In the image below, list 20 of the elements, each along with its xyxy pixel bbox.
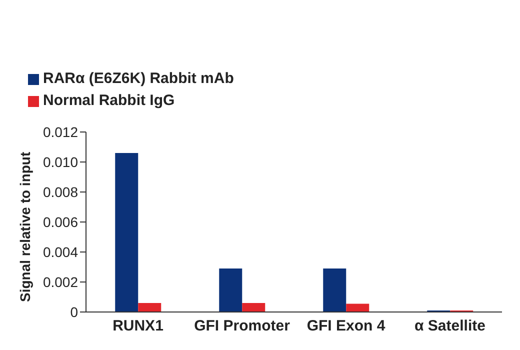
legend-label: Normal Rabbit IgG bbox=[43, 92, 175, 109]
x-tick-label: α Satellite bbox=[414, 318, 486, 335]
y-tick-label: 0 bbox=[70, 304, 78, 320]
y-axis-title: Signal relative to input bbox=[16, 152, 33, 302]
y-tick-label: 0.008 bbox=[42, 184, 78, 200]
x-tick-label: GFI Exon 4 bbox=[306, 318, 386, 335]
legend-label: RARα (E6Z6K) Rabbit mAb bbox=[43, 70, 234, 87]
bar bbox=[323, 268, 346, 312]
y-tick-label: 0.002 bbox=[42, 274, 78, 290]
bar bbox=[219, 268, 242, 312]
bar bbox=[346, 304, 370, 312]
bar bbox=[138, 303, 162, 312]
y-tick-label: 0.004 bbox=[42, 244, 78, 260]
x-tick-label: RUNX1 bbox=[112, 318, 164, 335]
y-tick-label: 0.012 bbox=[42, 124, 78, 140]
bar bbox=[115, 153, 138, 312]
y-tick-label: 0.010 bbox=[42, 154, 78, 170]
x-tick-label: GFI Promoter bbox=[194, 318, 290, 335]
bar bbox=[242, 303, 266, 312]
y-tick-label: 0.006 bbox=[42, 214, 78, 230]
